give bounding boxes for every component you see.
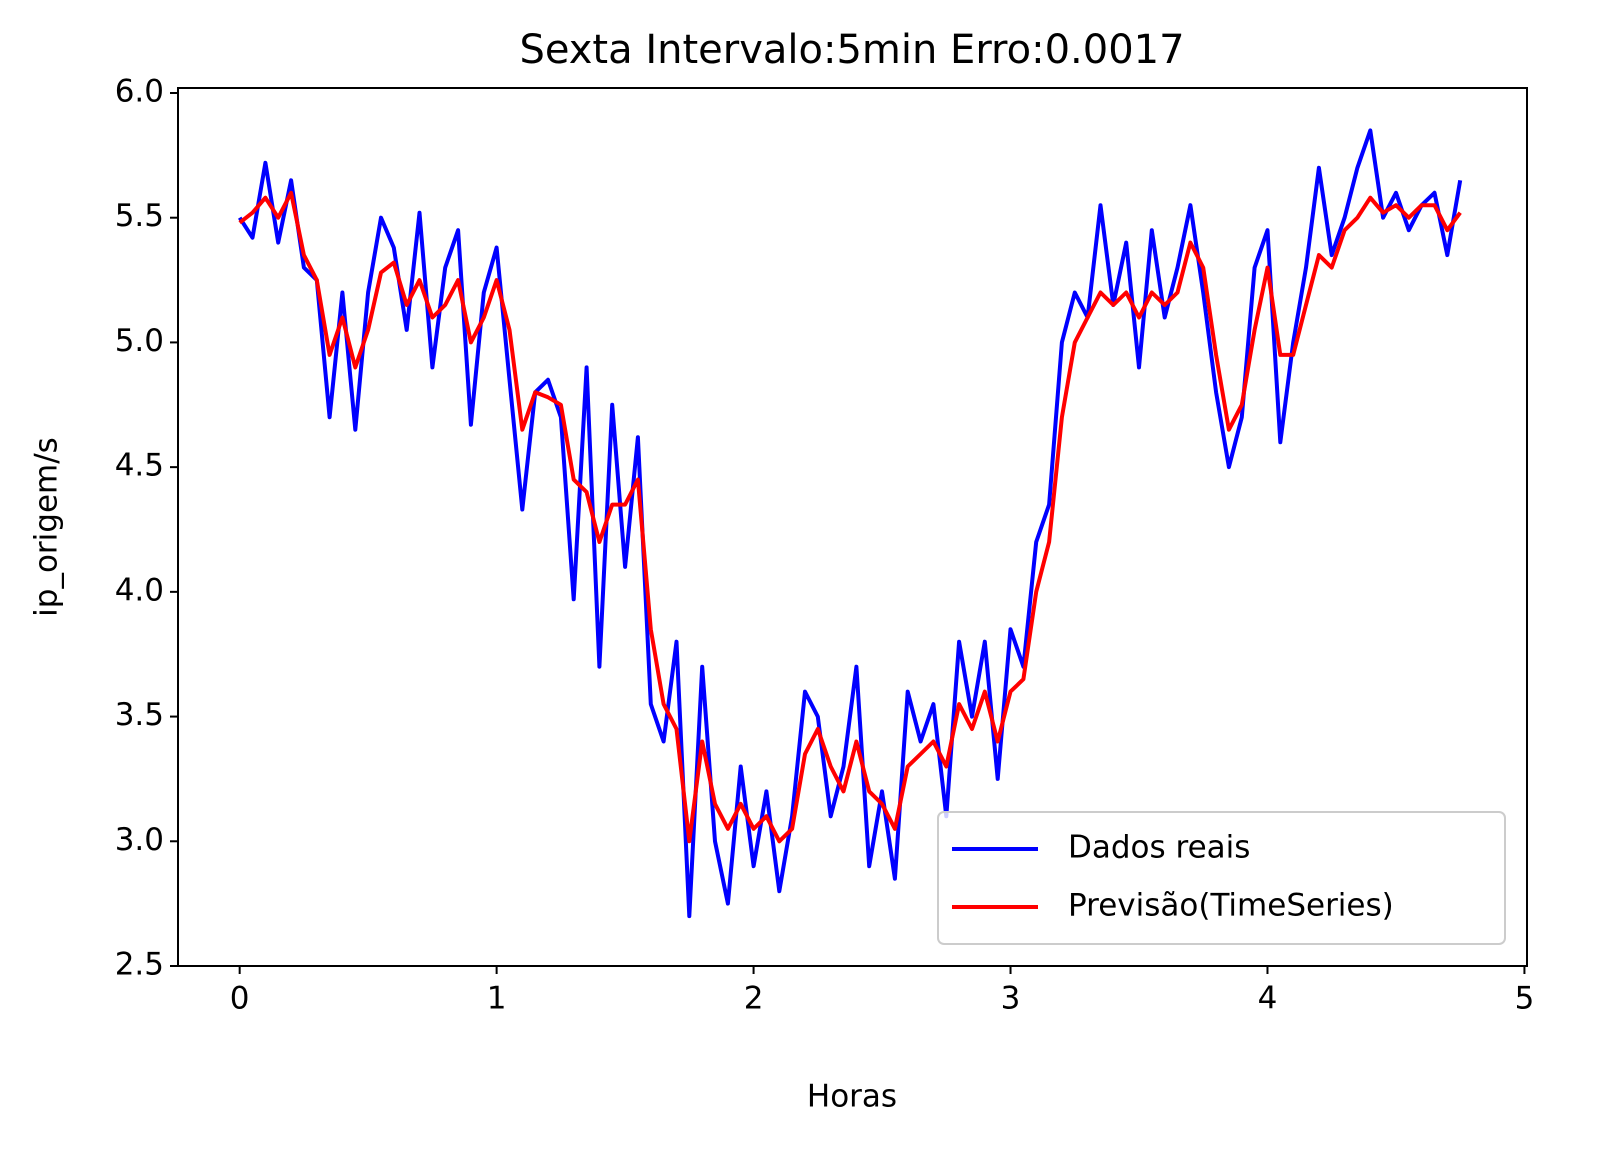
x-tick-label: 1 — [487, 981, 507, 1017]
y-tick-label: 5.5 — [115, 198, 164, 234]
x-tick-label: 2 — [744, 981, 764, 1017]
data-line — [238, 128, 1463, 919]
y-tick-label: 4.0 — [115, 572, 164, 608]
data-line — [238, 190, 1462, 844]
x-tick-label: 5 — [1515, 981, 1535, 1017]
x-tick-label: 4 — [1258, 981, 1278, 1017]
y-tick-label: 3.5 — [115, 697, 164, 733]
legend-box — [937, 811, 1506, 945]
plot-frame — [177, 87, 1528, 967]
legend: Dados reais Previsão(TimeSeries) — [937, 811, 1506, 945]
y-tick-label: 2.5 — [115, 947, 164, 983]
y-tick-label: 5.0 — [115, 323, 164, 359]
x-tick-label: 3 — [1001, 981, 1021, 1017]
y-tick-label: 6.0 — [115, 73, 164, 109]
legend-label: Previsão(TimeSeries) — [1068, 888, 1394, 924]
legend-label: Dados reais — [1068, 830, 1250, 866]
chart-title: Sexta Intervalo:5min Erro:0.0017 — [519, 27, 1184, 73]
y-tick-label: 3.0 — [115, 822, 164, 858]
x-tick-label: 0 — [230, 981, 250, 1017]
y-axis-label: ip_origem/s — [29, 437, 65, 617]
y-tick-label: 4.5 — [115, 448, 164, 484]
x-axis-label: Horas — [807, 1079, 897, 1115]
